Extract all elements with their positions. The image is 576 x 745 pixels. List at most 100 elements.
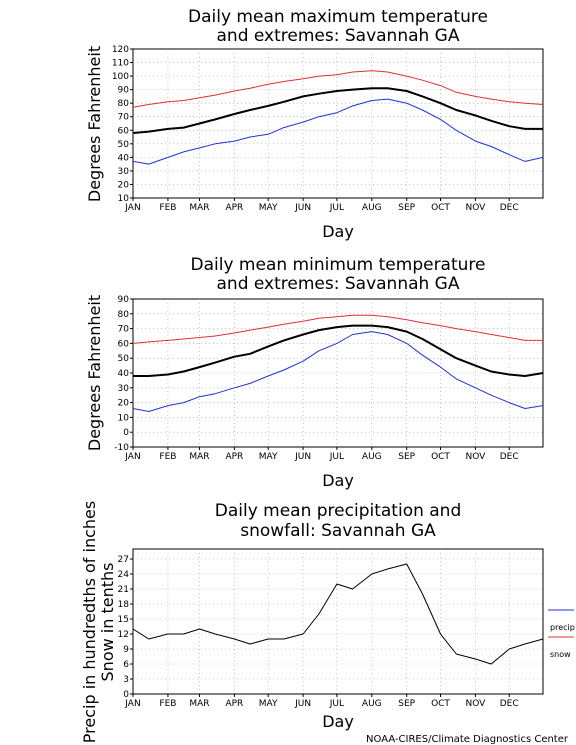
x-tick-label: JAN	[124, 699, 140, 709]
x-axis-label: Day	[322, 222, 354, 241]
x-tick-label: JUN	[294, 203, 311, 213]
y-tick-label: 20	[118, 399, 130, 409]
y-tick-label: 80	[118, 310, 130, 320]
x-tick-label: APR	[225, 452, 243, 462]
y-tick-label: 20	[118, 180, 130, 190]
x-tick-label: NOV	[466, 452, 487, 462]
y-tick-label: 90	[118, 86, 130, 96]
x-tick-label: OCT	[431, 699, 450, 709]
x-tick-label: MAR	[189, 452, 209, 462]
x-tick-label: SEP	[398, 699, 415, 709]
x-tick-label: MAY	[259, 699, 278, 709]
x-tick-label: APR	[225, 699, 243, 709]
chart-title-line1: Daily mean minimum temperature	[191, 255, 486, 275]
min-temp-panel: Daily mean minimum temperature and extre…	[85, 255, 544, 490]
series-line-max	[132, 314, 543, 344]
y-tick-label: 18	[118, 600, 130, 610]
x-tick-label: NOV	[466, 203, 487, 213]
credit-text: NOAA-CIRES/Climate Diagnostics Center	[366, 734, 569, 745]
y-tick-label: 0	[123, 690, 129, 700]
plot-area: -10 0 10 20 30 40 50 60 70 80 90 JAN FEB MAR APR MAY JUN…	[114, 295, 544, 462]
x-tick-label: AUG	[362, 699, 382, 709]
series-line-min	[132, 98, 544, 165]
x-tick-label: DEC	[500, 452, 519, 462]
y-axis-label: Degrees Fahrenheit	[85, 295, 104, 451]
chart-title-line1: Daily mean maximum temperature	[188, 7, 488, 27]
x-tick-label: APR	[225, 203, 243, 213]
y-axis-label: Degrees Fahrenheit	[85, 46, 104, 202]
plot-frame	[132, 48, 544, 199]
x-tick-label: NOV	[466, 699, 487, 709]
x-tick-label: FEB	[159, 203, 176, 213]
y-tick-label: 0	[123, 428, 129, 438]
y-tick-label: 70	[118, 113, 130, 123]
y-tick-label: 40	[118, 369, 130, 379]
x-tick-label: DEC	[500, 203, 519, 213]
y-tick-label: 60	[118, 126, 130, 136]
max-temp-panel: Daily mean maximum temperature and extre…	[85, 7, 544, 241]
y-tick-label: 40	[118, 153, 130, 163]
y-tick-label: 120	[112, 45, 129, 55]
y-tick-label: 10	[118, 194, 130, 204]
precip-panel: Daily mean precipitation and snowfall: S…	[80, 501, 575, 743]
y-tick-label: 80	[118, 99, 130, 109]
plot-area: 0 3 6 9 12 15 18 21 24 27 JAN FEB MAR APR MAY JUN JUL AUG…	[118, 548, 544, 709]
x-tick-label: JUN	[294, 452, 311, 462]
y-tick-label: 12	[118, 630, 129, 640]
series-line-min	[132, 331, 544, 412]
x-tick-label: MAR	[189, 203, 209, 213]
y-tick-label: 50	[118, 354, 130, 364]
plot-area: 10 20 30 40 50 60 70 80 90 100 110 120 JAN FEB MAR APR M…	[112, 45, 544, 213]
y-tick-label: 90	[118, 295, 130, 305]
y-tick-label: 21	[118, 585, 129, 595]
x-tick-label: SEP	[398, 452, 415, 462]
x-tick-label: MAR	[189, 699, 209, 709]
y-tick-label: 3	[123, 675, 129, 685]
x-tick-label: DEC	[500, 699, 519, 709]
y-tick-label: -10	[114, 443, 129, 453]
y-axis-label-line1: Precip in hundredths of inches	[80, 501, 99, 743]
plot-frame	[132, 548, 544, 695]
series-line-mean	[133, 324, 544, 377]
y-tick-label: 100	[112, 72, 129, 82]
y-tick-label: 10	[118, 413, 130, 423]
y-tick-label: 30	[118, 167, 130, 177]
x-tick-label: SEP	[398, 203, 415, 213]
x-axis-label: Day	[322, 471, 354, 490]
series-line-max	[132, 70, 544, 108]
chart-title-line1: Daily mean precipitation and	[215, 501, 462, 521]
y-tick-label: 6	[123, 660, 129, 670]
legend-label-snow: snow	[550, 650, 571, 659]
series-line-mean	[132, 87, 543, 134]
legend: precip snow	[548, 609, 575, 659]
y-tick-label: 24	[118, 570, 130, 580]
x-tick-label: FEB	[159, 699, 176, 709]
x-tick-label: JUN	[294, 699, 311, 709]
x-tick-label: MAY	[259, 203, 278, 213]
y-axis-label-line2: Snow in tenths	[98, 563, 117, 682]
series-line-precip	[132, 563, 544, 665]
chart-title-line2: and extremes: Savannah GA	[217, 274, 460, 294]
y-tick-label: 15	[118, 615, 129, 625]
x-tick-label: MAY	[259, 452, 278, 462]
y-tick-label: 30	[118, 384, 130, 394]
x-tick-label: JUL	[329, 699, 344, 709]
x-tick-label: OCT	[431, 203, 450, 213]
y-tick-label: 50	[118, 140, 130, 150]
y-tick-label: 110	[112, 59, 129, 69]
x-tick-label: JUL	[329, 203, 344, 213]
chart-title-line2: snowfall: Savannah GA	[240, 521, 436, 541]
x-tick-label: JAN	[124, 452, 140, 462]
x-tick-label: JUL	[329, 452, 344, 462]
x-tick-label: FEB	[159, 452, 176, 462]
y-tick-label: 60	[118, 339, 130, 349]
y-tick-label: 70	[118, 325, 130, 335]
x-tick-label: OCT	[431, 452, 450, 462]
legend-label-precip: precip	[550, 623, 575, 632]
x-tick-label: JAN	[124, 203, 140, 213]
chart-title-line2: and extremes: Savannah GA	[217, 26, 460, 46]
x-tick-label: AUG	[362, 203, 382, 213]
y-tick-label: 27	[118, 555, 129, 565]
x-tick-label: AUG	[362, 452, 382, 462]
